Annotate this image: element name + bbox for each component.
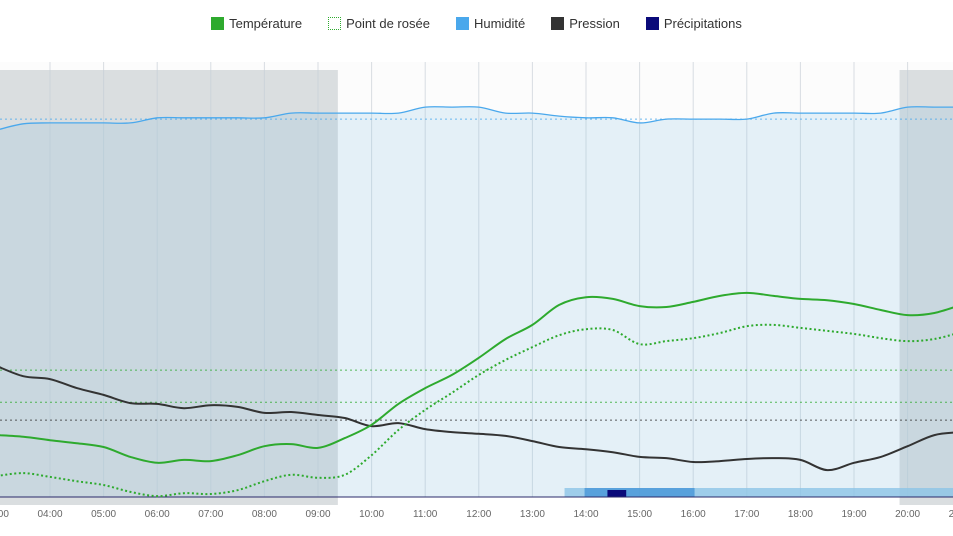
- x-tick-label: 08:00: [252, 509, 277, 520]
- x-tick-label: 07:00: [198, 509, 223, 520]
- legend-swatch: [455, 17, 469, 30]
- series-line-Point de rosée: [0, 323, 953, 498]
- humidity-area: [0, 106, 953, 497]
- chart-legend: Température Point de rosée Humidité Pressio…: [0, 16, 953, 31]
- legend-label: Point de rosée: [346, 16, 430, 31]
- x-tick-label: 03:00: [0, 509, 9, 520]
- legend-swatch: [551, 17, 565, 30]
- legend-item-4[interactable]: Précipitations: [645, 16, 742, 31]
- night-shading: [0, 70, 338, 505]
- legend-label: Humidité: [473, 16, 526, 31]
- x-tick-label: 09:00: [305, 509, 330, 520]
- series-line-Humidité: [0, 106, 953, 130]
- legend-item-2[interactable]: Humidité: [455, 16, 526, 31]
- precipitation-intensity: [584, 488, 695, 497]
- x-tick-label: 13:00: [520, 509, 545, 520]
- x-tick-label: 12:00: [466, 509, 491, 520]
- x-tick-label: 19:00: [841, 509, 866, 520]
- x-tick-label: 16:00: [681, 509, 706, 520]
- precipitation-peak: [607, 490, 627, 497]
- night-overlay: [899, 70, 953, 505]
- x-tick-label: 20:00: [895, 509, 920, 520]
- legend-swatch: [328, 17, 342, 30]
- precipitation-band: [564, 488, 953, 497]
- series-line-Pression: [0, 366, 953, 472]
- legend-item-3[interactable]: Pression: [551, 16, 620, 31]
- legend-swatch: [645, 17, 659, 30]
- x-tick-label: 11:00: [413, 509, 438, 520]
- series-line-Température: [0, 291, 953, 464]
- x-tick-label: 10:00: [359, 509, 384, 520]
- legend-item-0[interactable]: Température: [211, 16, 302, 31]
- legend-swatch: [211, 17, 225, 30]
- legend-label: Pression: [569, 16, 620, 31]
- x-tick-label: 18:00: [788, 509, 813, 520]
- legend-label: Température: [229, 16, 303, 31]
- x-tick-label: 15:00: [627, 509, 652, 520]
- x-tick-label: 14:00: [573, 509, 598, 520]
- x-tick-label: 17:00: [734, 509, 759, 520]
- x-tick-label: 05:00: [91, 509, 116, 520]
- legend-label: Précipitations: [663, 16, 742, 31]
- x-tick-label: 21:00: [949, 509, 953, 520]
- x-tick-label: 06:00: [145, 509, 170, 520]
- x-tick-label: 04:00: [37, 509, 62, 520]
- night-overlay: [0, 70, 338, 505]
- legend-item-1[interactable]: Point de rosée: [328, 16, 430, 31]
